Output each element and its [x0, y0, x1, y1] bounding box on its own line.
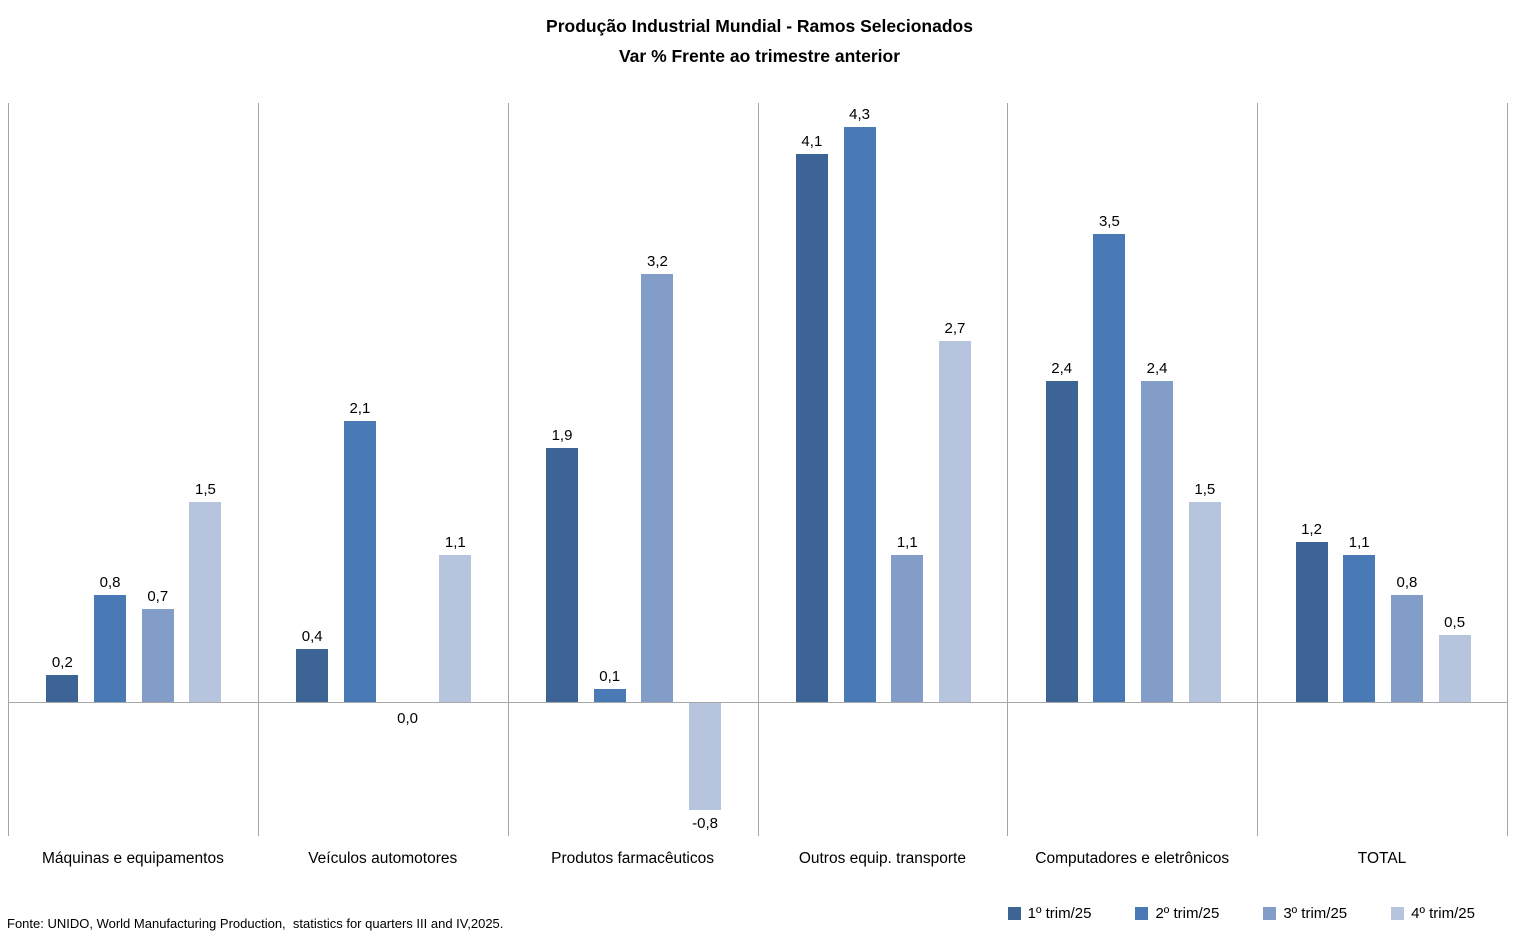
bar — [1093, 234, 1126, 703]
legend-swatch-icon — [1135, 907, 1149, 920]
bar-value-label: 1,5 — [1194, 480, 1216, 498]
legend-item: 2º trim/25 — [1135, 905, 1219, 922]
bar-value-label: 0,8 — [99, 574, 121, 592]
bar-value-label: 0,5 — [1444, 614, 1466, 632]
legend-label: 2º trim/25 — [1155, 905, 1220, 922]
bar — [46, 675, 79, 703]
bar — [689, 703, 722, 811]
bar-value-label: 2,7 — [944, 320, 966, 338]
bar — [296, 648, 329, 703]
bar — [1438, 635, 1471, 703]
category-panel: 0,4 2,1 0,0 1,1 — [257, 103, 508, 836]
bar-value-label: 1,5 — [195, 480, 216, 498]
bar-value-label: 2,4 — [1051, 360, 1073, 378]
bar — [795, 153, 828, 703]
category-axis: Máquinas e equipamentos Veículos automoto… — [8, 850, 1507, 868]
chart-legend: 1º trim/25 2º trim/25 3º trim/25 4º trim/25 — [1007, 905, 1475, 922]
bar — [1343, 555, 1376, 703]
bar — [1141, 381, 1174, 703]
category-panel: 1,9 0,1 3,2 -0,8 — [507, 103, 758, 836]
bar-value-label: 3,5 — [1098, 213, 1120, 231]
category-label: Máquinas e equipamentos — [42, 850, 224, 867]
chart-title-line1: Produção Industrial Mundial - Ramos Sele… — [546, 16, 973, 36]
chart-title: Produção Industrial Mundial - Ramos Sele… — [0, 11, 1519, 71]
legend-label: 4º trim/25 — [1411, 905, 1475, 922]
legend-swatch-icon — [1391, 907, 1405, 920]
category-label: Computadores e eletrônicos — [1035, 850, 1230, 867]
bar-value-label: 1,2 — [1301, 520, 1322, 538]
bar — [891, 555, 924, 703]
bar-value-label: 0,0 — [397, 710, 419, 728]
bar — [843, 127, 876, 703]
bar — [94, 595, 127, 703]
bar — [1045, 381, 1078, 703]
bar — [1390, 595, 1423, 703]
category-label: Outros equip. transporte — [798, 850, 966, 867]
chart-title-line2: Var % Frente ao trimestre anterior — [618, 46, 901, 66]
chart-plot: 0,2 0,8 0,7 1,5 0,4 2,1 0,0 1,1 1,9 0,1 3,2 -0,8 4,1… — [8, 103, 1508, 836]
bar-value-label: 4,3 — [849, 106, 870, 124]
bar — [189, 501, 222, 703]
x-axis-zero-line — [8, 702, 1507, 704]
legend-swatch-icon — [1263, 907, 1277, 920]
bar-value-label: 4,1 — [801, 132, 823, 150]
bar-value-label: 1,9 — [551, 427, 573, 445]
bar — [593, 688, 626, 703]
bar-value-label: 0,7 — [147, 587, 169, 605]
bar-value-label: 1,1 — [444, 534, 466, 552]
bar-value-label: 2,4 — [1146, 360, 1168, 378]
bar — [439, 555, 472, 703]
bar-value-label: 2,1 — [349, 400, 371, 418]
bar — [641, 274, 674, 703]
source-note: Fonte: UNIDO, World Manufacturing Produc… — [7, 916, 504, 931]
bar-value-label: 1,1 — [896, 534, 918, 552]
bar-value-label: 0,8 — [1396, 574, 1418, 592]
bar — [141, 608, 174, 703]
legend-label: 1º trim/25 — [1027, 905, 1092, 922]
legend-label: 3º trim/25 — [1283, 905, 1348, 922]
category-label: Veículos automotores — [308, 850, 458, 867]
bar-value-label: 3,2 — [646, 253, 668, 271]
bar — [1188, 501, 1221, 703]
bar-value-label: 0,1 — [599, 667, 621, 685]
legend-item: 3º trim/25 — [1263, 905, 1347, 922]
legend-item: 1º trim/25 — [1007, 905, 1092, 922]
bar — [1295, 541, 1328, 703]
category-label: TOTAL — [1357, 850, 1407, 867]
category-label: Produtos farmacêuticos — [551, 850, 714, 867]
bar — [343, 421, 376, 703]
bar-value-label: 1,1 — [1348, 534, 1370, 552]
category-panel: 0,2 0,8 0,7 1,5 — [8, 103, 258, 836]
legend-item: 4º trim/25 — [1391, 905, 1475, 922]
bar — [546, 448, 579, 703]
legend-swatch-icon — [1007, 907, 1021, 920]
bar-value-label: 0,4 — [301, 627, 323, 645]
category-panel: 1,2 1,1 0,8 0,5 — [1257, 103, 1507, 836]
category-panel: 2,4 3,5 2,4 1,5 — [1007, 103, 1257, 836]
category-panel: 4,1 4,3 1,1 2,7 — [757, 103, 1008, 836]
bar — [938, 341, 971, 703]
bar-value-label: -0,8 — [692, 815, 719, 833]
bar-value-label: 0,2 — [51, 654, 73, 672]
